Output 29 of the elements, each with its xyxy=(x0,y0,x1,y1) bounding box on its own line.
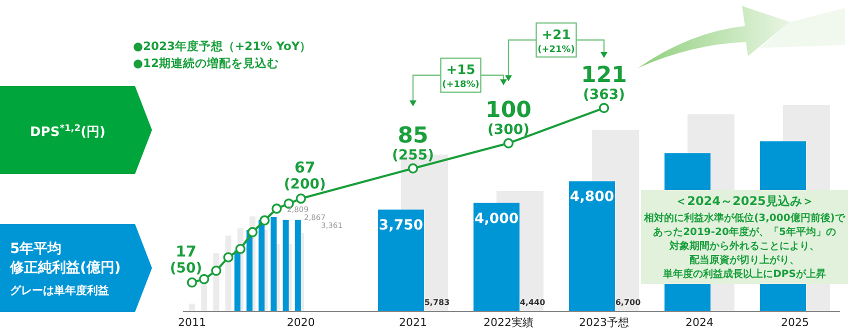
data-label: 4,440 xyxy=(520,298,546,307)
annotation: ●12期連続の増配を見込む xyxy=(133,56,280,70)
x-tick-label: 2024 xyxy=(686,316,714,329)
annotation: 相対的に利益水準が低位(3,000億円前後)で xyxy=(644,213,845,224)
annotation: 単年度の利益成長以上にDPSが上昇 xyxy=(663,269,826,280)
data-label: 67 (200) xyxy=(284,158,326,193)
data-label: 4,800 xyxy=(570,189,614,206)
x-tick-label: 2011 xyxy=(178,316,206,329)
data-label: 4,000 xyxy=(474,210,519,227)
annotation: 対象期間から外れることにより、 xyxy=(670,241,820,252)
annotation: ●2023年度予想（+21% YoY） xyxy=(133,39,312,53)
annotation: ＜2024～2025見込み＞ xyxy=(675,194,814,208)
annotation: 修正純利益(億円) xyxy=(10,260,121,276)
data-label: 85 (255) xyxy=(392,123,434,164)
x-tick-label: 2022実績 xyxy=(484,316,534,329)
x-tick-label: 2023予想 xyxy=(579,316,629,329)
annotation: DPS$^{*1,2}$(円) xyxy=(30,124,106,140)
x-tick-label: 2020 xyxy=(286,316,315,329)
x-tick-label: 2021 xyxy=(399,316,427,329)
annotation: あった2019-20年度が、「5年平均」の xyxy=(653,227,836,238)
annotation: 配当原資が切り上がり、 xyxy=(690,255,800,266)
annotation: グレーは単年度利益 xyxy=(10,284,109,297)
data-label: 5,783 xyxy=(424,298,450,307)
data-label: 17 (50) xyxy=(170,242,202,276)
data-label: 121 (363) xyxy=(581,63,627,103)
data-label: 3,750 xyxy=(378,218,424,234)
annotation: 5年平均 xyxy=(10,241,62,257)
data-label: 6,700 xyxy=(615,298,642,307)
x-tick-label: 2025 xyxy=(781,316,809,329)
